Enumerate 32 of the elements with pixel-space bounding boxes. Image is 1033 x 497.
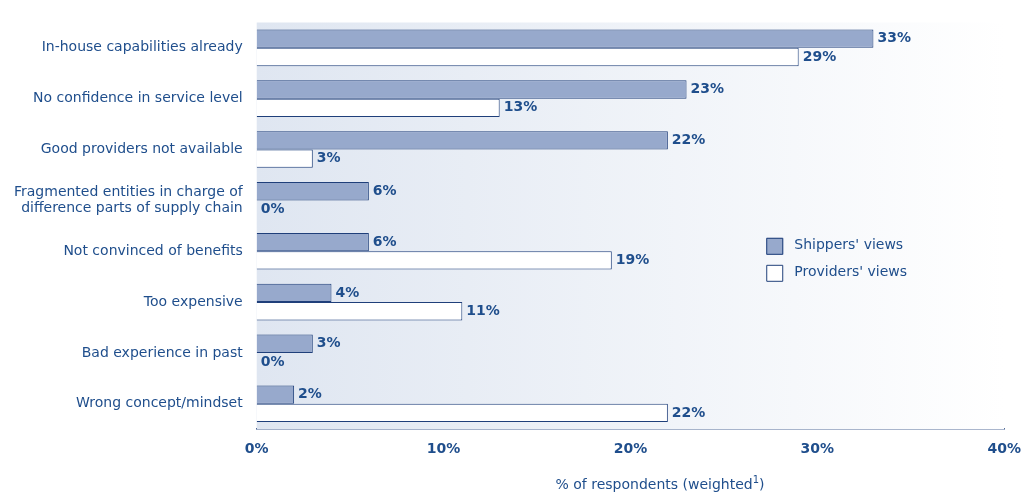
data-label: 23% <box>690 80 725 97</box>
x-tick-label: 0% <box>244 440 269 457</box>
y-tick-label: Fragmented entities in charge of difference parts of supply chain <box>13 182 244 216</box>
data-label: 11% <box>466 301 500 318</box>
legend-label: Providers' views <box>794 263 908 280</box>
y-tick-label: No confidence in service level <box>33 89 243 106</box>
x-tick-label: 30% <box>800 440 835 457</box>
data-label: 0% <box>260 200 285 217</box>
legend-label: Shippers' views <box>794 236 904 253</box>
data-label: 6% <box>372 232 397 249</box>
data-label: 0% <box>260 352 285 369</box>
y-tick-label: In-house capabilities already <box>41 38 243 55</box>
x-axis-title: % of respondents (weighted$^{1}$) <box>554 474 766 492</box>
data-label: 6% <box>372 181 397 198</box>
data-label: 19% <box>615 251 650 268</box>
data-label: 33% <box>877 29 911 46</box>
x-tick-label: 10% <box>426 440 461 457</box>
y-tick-label: Bad experience in past <box>81 343 244 360</box>
y-tick-label: Not convinced of benefits <box>63 241 243 258</box>
data-label: 3% <box>316 334 341 351</box>
data-label: 3% <box>316 149 341 166</box>
y-tick-label: Too expensive <box>142 292 243 309</box>
data-label: 29% <box>802 47 837 64</box>
data-label: 22% <box>671 403 706 420</box>
data-label: 4% <box>335 283 360 300</box>
data-label: 22% <box>671 131 706 148</box>
x-tick-label: 40% <box>987 440 1021 457</box>
x-tick-label: 20% <box>613 440 648 457</box>
y-tick-label: Good providers not available <box>40 140 243 157</box>
data-label: 2% <box>298 385 322 402</box>
data-label: 13% <box>503 98 538 115</box>
y-tick-label: Wrong concept/mindset <box>76 394 244 411</box>
